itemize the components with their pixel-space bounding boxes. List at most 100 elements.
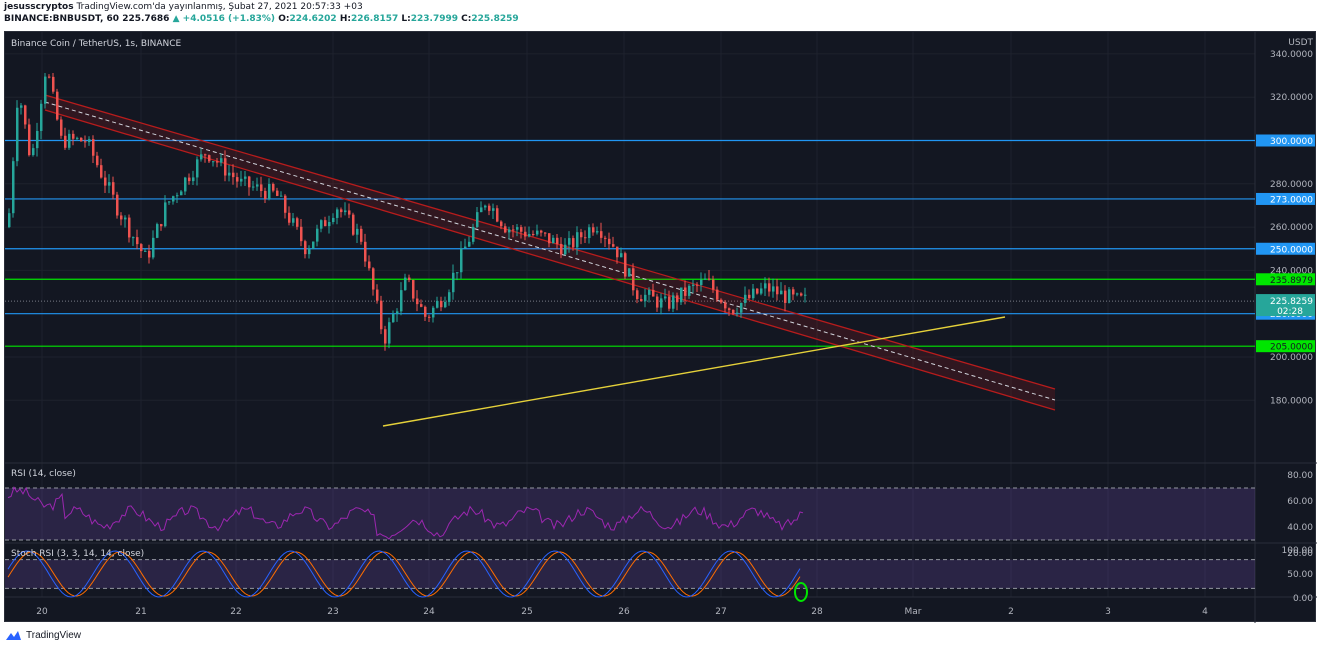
candle-body [304, 241, 307, 255]
candle-body [444, 301, 447, 308]
candle-body [460, 248, 463, 273]
candle-body [516, 227, 519, 230]
time-tick-label: 25 [521, 607, 532, 617]
ohlc-legend: BINANCE:BNBUSDT, 60 225.7686 ▲ +4.0516 (… [4, 14, 519, 24]
candle-body [348, 210, 351, 215]
candle-body [184, 177, 187, 192]
candle-body [16, 107, 19, 162]
candle-body [216, 161, 219, 163]
channel-bottom [44, 109, 1056, 411]
candle-body [452, 272, 455, 293]
time-tick-label: 3 [1105, 607, 1111, 617]
candle-body [612, 244, 615, 247]
candle-body [128, 217, 131, 238]
candle-body [412, 280, 415, 299]
candle-body [616, 246, 619, 258]
candle-body [140, 244, 143, 252]
stoch-tick-label: 0.00 [1293, 594, 1313, 604]
candle-body [556, 237, 559, 244]
rsi-band [5, 488, 1255, 540]
level-price-tag-label: 205.0000 [1270, 343, 1313, 353]
candle-body [20, 105, 23, 108]
candle-body [572, 238, 575, 248]
candle-body [440, 300, 443, 308]
candle-body [88, 139, 91, 143]
candle-body [588, 227, 591, 239]
candle-body [148, 250, 151, 258]
candle-body [480, 207, 483, 213]
candle-body [484, 205, 487, 208]
candle-body [488, 205, 491, 211]
candle-body [320, 220, 323, 229]
candle-body [156, 224, 159, 238]
price-tick-label: 260.0000 [1270, 223, 1313, 233]
candle-body [712, 279, 715, 290]
candle-body [312, 241, 315, 249]
candle-body [716, 289, 719, 300]
candle-body [40, 103, 43, 131]
candle-body [268, 183, 271, 199]
stoch-d-line [7, 551, 801, 597]
chart-area[interactable]: 360.0000340.0000320.0000280.0000260.0000… [4, 31, 1317, 623]
candle-body [60, 119, 63, 136]
candle-body [152, 237, 155, 258]
last-price: 225.7686 [122, 14, 170, 24]
candle-body [536, 230, 539, 235]
candle-body [388, 322, 391, 344]
chart-canvas[interactable]: 360.0000340.0000320.0000280.0000260.0000… [5, 32, 1317, 623]
open-value: 224.6202 [289, 14, 337, 24]
level-price-tag-label: 300.0000 [1270, 137, 1313, 147]
candle-body [344, 210, 347, 213]
candle-body [308, 248, 311, 255]
candle-body [672, 295, 675, 309]
candle-body [76, 137, 79, 139]
candle-body [648, 289, 651, 295]
channel-fill [45, 95, 1055, 410]
candle-body [204, 154, 207, 156]
high-label: H: [339, 14, 351, 24]
candle-body [212, 161, 215, 163]
candle-body [196, 159, 199, 178]
candle-body [332, 217, 335, 223]
time-tick-label: 4 [1202, 607, 1208, 617]
candle-body [552, 237, 555, 244]
time-tick-label: 24 [423, 607, 435, 617]
candle-body [96, 155, 99, 166]
rsi-line [7, 486, 804, 540]
level-price-tag-label: 250.0000 [1270, 245, 1313, 255]
candle-body [540, 230, 543, 233]
candle-body [676, 295, 679, 303]
candle-body [464, 246, 467, 249]
currency-label: USDT [1288, 38, 1313, 48]
candle-body [708, 278, 711, 280]
stoch-tick-label: 100.00 [1282, 546, 1314, 556]
candle-body [92, 139, 95, 156]
candle-body [336, 209, 339, 218]
candle-body [748, 294, 751, 299]
current-price-tag-label: 225.8259 [1270, 297, 1313, 307]
publish-date: TradingView.com'da yayınlanmış, Şubat 27… [73, 2, 363, 12]
candle-body [404, 277, 407, 291]
candle-body [380, 300, 383, 330]
cloud-logo-icon [6, 631, 21, 640]
publish-info: jesusscryptos TradingView.com'da yayınla… [4, 2, 363, 12]
candle-body [700, 279, 703, 286]
price-tick-label: 340.0000 [1270, 50, 1313, 60]
candle-body [8, 213, 11, 228]
candle-body [788, 289, 791, 303]
price-tick-label: 320.0000 [1270, 93, 1313, 103]
candle-body [340, 209, 343, 213]
candle-body [472, 226, 475, 242]
candle-body [64, 135, 67, 148]
candle-body [36, 130, 39, 149]
tradingview-logo[interactable]: TradingView [4, 627, 81, 643]
candle-body [760, 288, 763, 294]
candle-body [328, 222, 331, 227]
time-tick-label: 28 [811, 607, 823, 617]
candle-body [180, 191, 183, 196]
time-tick-label: 21 [135, 607, 146, 617]
candle-body [800, 293, 803, 296]
candle-body [520, 227, 523, 232]
candle-body [592, 227, 595, 233]
candle-body [624, 253, 627, 277]
